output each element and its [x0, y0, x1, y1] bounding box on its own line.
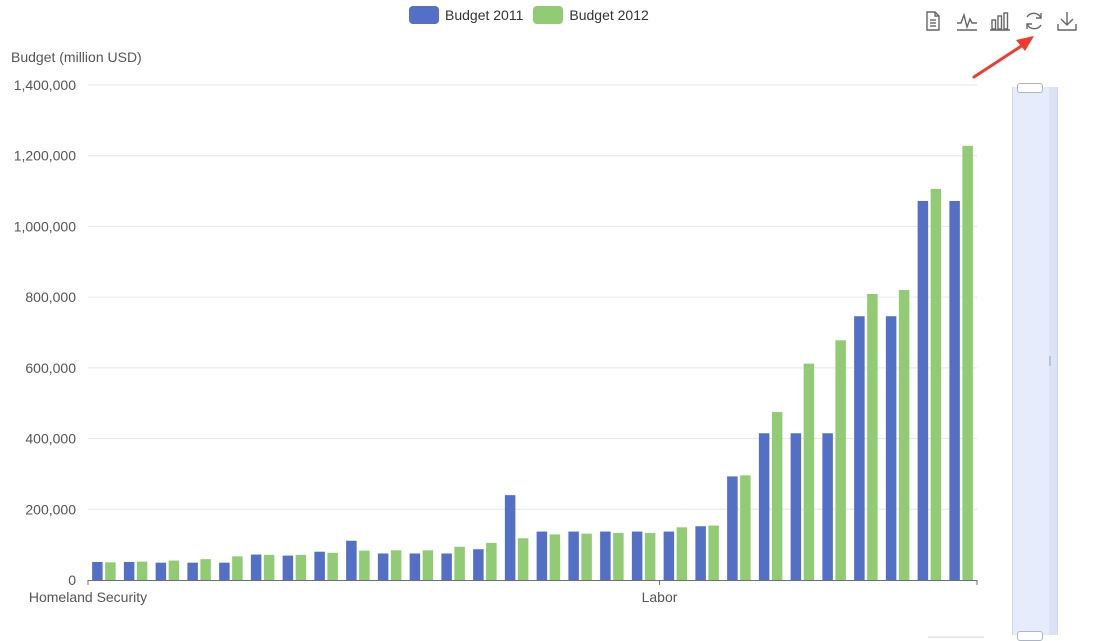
- bar-budget-2011-27[interactable]: [949, 200, 960, 580]
- bar-budget-2012-14[interactable]: [549, 534, 561, 580]
- bar-budget-2011-16[interactable]: [600, 531, 611, 580]
- bar-budget-2012-22[interactable]: [803, 363, 815, 580]
- bar-budget-2012-23[interactable]: [835, 340, 846, 580]
- legend-label-budget-2012: Budget 2012: [569, 7, 649, 23]
- bar-budget-2011-19[interactable]: [695, 526, 706, 580]
- grid-lines: [88, 84, 977, 510]
- bar-budget-2011-12[interactable]: [473, 549, 484, 580]
- bar-budget-2012-24[interactable]: [867, 293, 878, 580]
- bar-budget-2012-26[interactable]: [930, 188, 942, 580]
- legend-label-budget-2011: Budget 2011: [445, 7, 524, 23]
- legend-swatch-budget-2011: [409, 6, 439, 24]
- bar-budget-2012-12[interactable]: [486, 542, 497, 580]
- y-tick-label: 1,000,000: [14, 218, 76, 234]
- bar-budget-2011-25[interactable]: [885, 316, 897, 580]
- bar-budget-2012-9[interactable]: [390, 550, 402, 580]
- bar-budget-2012-13[interactable]: [517, 538, 529, 580]
- y-tick-label: 400,000: [25, 431, 76, 447]
- bar-budget-2011-24[interactable]: [854, 316, 865, 580]
- bar-budget-2012-16[interactable]: [613, 532, 624, 580]
- red-arrow-annotation: [972, 36, 1034, 79]
- y-tick-label: 1,400,000: [14, 77, 76, 93]
- bar-budget-2011-6[interactable]: [282, 555, 294, 580]
- bar-budget-2011-14[interactable]: [536, 531, 548, 580]
- bar-budget-2012-10[interactable]: [422, 550, 434, 580]
- bar-budget-2011-4[interactable]: [219, 562, 230, 580]
- bar-budget-2011-0[interactable]: [92, 561, 103, 580]
- x-axis-labels: Homeland Security Labor: [29, 589, 678, 605]
- bar-budget-2011-7[interactable]: [314, 551, 325, 580]
- bar-budget-2012-0[interactable]: [105, 562, 116, 580]
- divider: [928, 636, 984, 638]
- bar-budget-2011-23[interactable]: [822, 433, 833, 580]
- bar-budget-2011-5[interactable]: [250, 554, 262, 580]
- y-tick-label: 800,000: [25, 289, 76, 305]
- restore-icon[interactable]: [1023, 10, 1045, 32]
- bar-budget-2011-10[interactable]: [409, 553, 421, 580]
- bar-budget-2011-3[interactable]: [187, 562, 198, 580]
- bar-budget-2012-1[interactable]: [136, 561, 148, 580]
- bar-budget-2012-18[interactable]: [676, 527, 688, 580]
- bar-budget-2012-7[interactable]: [327, 552, 338, 580]
- bar-budget-2011-1[interactable]: [123, 561, 135, 580]
- bar-budget-2012-4[interactable]: [232, 556, 243, 580]
- x-tick-label: Labor: [642, 589, 678, 605]
- bar-budget-2011-2[interactable]: [155, 562, 167, 580]
- bar-budget-2012-20[interactable]: [740, 475, 751, 580]
- x-tick-label: Homeland Security: [29, 589, 147, 605]
- bar-budget-2012-15[interactable]: [581, 533, 592, 580]
- bar-budget-2011-17[interactable]: [631, 531, 643, 580]
- legend-item-budget-2012[interactable]: Budget 2012: [533, 6, 649, 24]
- y-tick-label: 1,200,000: [14, 148, 76, 164]
- legend-swatch-budget-2012: [533, 6, 564, 24]
- bar-budget-2011-20[interactable]: [727, 476, 738, 580]
- download-icon[interactable]: [1056, 10, 1078, 32]
- legend-item-budget-2011[interactable]: Budget 2011: [409, 6, 523, 24]
- toolbox: [922, 10, 1090, 32]
- bar-budget-2012-21[interactable]: [771, 412, 783, 580]
- y-tick-label: 200,000: [25, 501, 76, 517]
- x-axis: [87, 580, 978, 585]
- bar-budget-2012-8[interactable]: [359, 550, 370, 580]
- bar-budget-2011-21[interactable]: [758, 433, 770, 580]
- y-axis-labels: 0 200,000 400,000 600,000 800,000 1,000,000 1,…: [14, 77, 77, 588]
- data-zoom-handle-top[interactable]: [1017, 83, 1043, 93]
- bar-budget-2011-13[interactable]: [504, 495, 516, 580]
- y-tick-label: 600,000: [25, 360, 76, 376]
- bar-budget-2011-8[interactable]: [346, 540, 357, 580]
- bar-budget-2012-17[interactable]: [644, 532, 656, 580]
- data-zoom-handle-bottom[interactable]: [1017, 631, 1043, 641]
- bar-budget-2011-22[interactable]: [790, 433, 802, 580]
- data-zoom-shadow: [1049, 87, 1057, 635]
- bar-budget-2011-26[interactable]: [917, 200, 929, 580]
- legend: Budget 2011 Budget 2012: [409, 6, 659, 24]
- bar-budget-2012-2[interactable]: [168, 560, 180, 580]
- bar-budget-2012-27[interactable]: [962, 145, 973, 581]
- bar-budget-2011-18[interactable]: [663, 531, 675, 580]
- bar-budget-2011-11[interactable]: [441, 553, 452, 580]
- bar-budget-2011-9[interactable]: [377, 553, 389, 580]
- bar-budget-2012-6[interactable]: [295, 554, 307, 580]
- y-tick-label: 0: [68, 572, 76, 588]
- bars: [92, 145, 973, 581]
- y-axis-title: Budget (million USD): [11, 49, 142, 65]
- bar-budget-2012-11[interactable]: [454, 546, 465, 580]
- data-view-icon[interactable]: [922, 10, 944, 32]
- data-zoom-move-handle[interactable]: [1048, 356, 1052, 366]
- bar-budget-2012-3[interactable]: [200, 559, 211, 580]
- line-chart-icon[interactable]: [956, 10, 978, 32]
- bar-budget-2012-5[interactable]: [263, 554, 275, 580]
- bar-budget-2012-25[interactable]: [898, 290, 910, 580]
- bar-chart-icon[interactable]: [989, 10, 1011, 32]
- bar-budget-2011-15[interactable]: [568, 531, 579, 580]
- bar-budget-2012-19[interactable]: [708, 525, 719, 580]
